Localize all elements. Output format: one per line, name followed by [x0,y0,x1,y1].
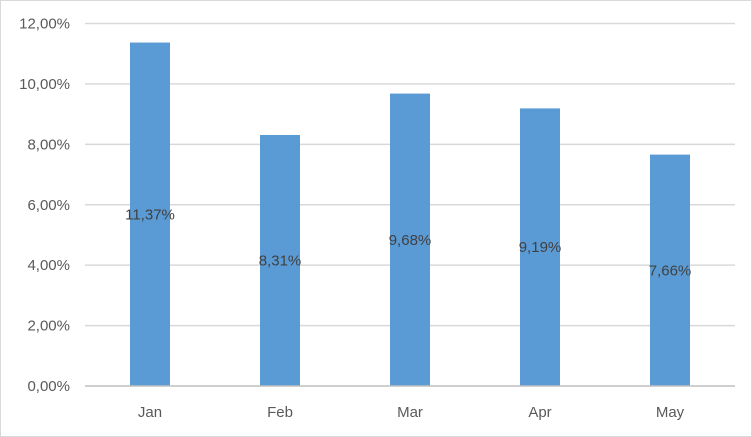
data-label: 9,19% [519,239,562,256]
y-tick-label: 6,00% [27,197,70,214]
y-tick-label: 12,00% [19,16,70,33]
data-label: 8,31% [259,252,302,269]
data-label: 7,66% [649,262,692,279]
y-tick-label: 4,00% [27,257,70,274]
x-tick-label: Apr [528,404,551,421]
x-tick-label: Jan [138,404,162,421]
y-tick-label: 2,00% [27,318,70,335]
bar-apr [520,108,560,387]
x-tick-label: Mar [397,404,423,421]
bar-jan [130,42,170,386]
data-label: 11,37% [125,206,175,223]
x-tick-label: May [656,404,685,421]
bar-may [650,154,690,386]
x-tick-label: Feb [267,404,293,421]
y-tick-label: 8,00% [27,136,70,153]
bar-feb [260,134,300,386]
y-tick-label: 10,00% [19,76,70,93]
bar-mar [390,93,430,386]
data-label: 9,68% [389,232,432,249]
y-tick-label: 0,00% [27,378,70,395]
